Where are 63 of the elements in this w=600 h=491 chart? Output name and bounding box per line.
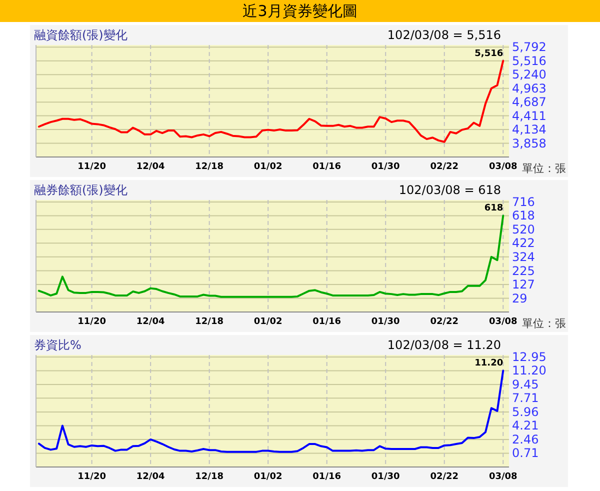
- text: 單位：張: [522, 317, 566, 330]
- x-tick-label: 02/22: [430, 472, 459, 482]
- y-tick-label: 5.96: [512, 404, 539, 419]
- y-tick-label: 4.21: [512, 418, 539, 433]
- x-tick-label: 02/22: [430, 162, 459, 172]
- x-tick-label: 02/22: [430, 317, 459, 327]
- y-tick-label: 5,516: [512, 54, 546, 68]
- y-tick-label: 9.45: [512, 377, 539, 392]
- y-tick-label: 716: [512, 194, 535, 209]
- x-tick-label: 01/16: [312, 317, 342, 327]
- x-tick-label: 01/16: [312, 472, 342, 482]
- y-tick-label: 5,792: [512, 40, 546, 54]
- y-tick-label: 4,963: [512, 81, 546, 96]
- x-tick-label: 03/08: [488, 317, 518, 327]
- x-tick-label: 11/20: [78, 162, 106, 172]
- y-tick-label: 7.71: [512, 391, 539, 406]
- x-tick-label: 12/04: [136, 317, 165, 327]
- line-series: [38, 214, 504, 298]
- y-tick-label: 0.71: [512, 446, 539, 460]
- y-tick-label: 520: [512, 222, 535, 236]
- y-tick-label: 618: [512, 208, 535, 223]
- x-tick-label: 01/02: [254, 317, 282, 327]
- line-series: [38, 370, 504, 453]
- y-tick-label: 12.95: [512, 350, 546, 364]
- y-tick-label: 5,240: [512, 68, 546, 82]
- x-tick-label: 03/08: [488, 162, 518, 172]
- y-tick-label: 4,411: [512, 108, 546, 123]
- x-tick-label: 12/04: [136, 472, 165, 482]
- x-tick-label: 12/18: [195, 317, 224, 327]
- x-tick-label: 01/30: [371, 472, 400, 482]
- annotation: 11.20: [474, 358, 504, 369]
- y-tick-label: 3,858: [512, 136, 546, 150]
- y-tick-label: 2.46: [512, 432, 539, 446]
- y-tick-label: 11.20: [512, 364, 546, 378]
- x-tick-label: 11/20: [78, 472, 106, 482]
- chart-subtitle: 102/03/08 = 618: [398, 183, 501, 197]
- x-tick-label: 12/18: [195, 162, 224, 172]
- line-series: [38, 60, 504, 143]
- x-tick-label: 01/02: [254, 162, 282, 172]
- text: 單位：張: [522, 162, 566, 175]
- annotation: 618: [484, 204, 504, 214]
- y-tick-label: 4,687: [512, 95, 546, 110]
- chart-title: 融券餘額(張)變化: [34, 183, 128, 197]
- x-tick-label: 03/08: [488, 472, 518, 482]
- y-tick-label: 422: [512, 236, 535, 250]
- chart-subtitle: 102/03/08 = 11.20: [387, 338, 501, 352]
- x-tick-label: 11/20: [78, 317, 106, 327]
- y-tick-label: 4,134: [512, 122, 546, 137]
- annotation: 5,516: [474, 48, 504, 59]
- chart-title: 融資餘額(張)變化: [34, 28, 128, 42]
- x-tick-label: 12/04: [136, 162, 165, 172]
- y-tick-label: 324: [512, 250, 535, 264]
- x-tick-label: 01/02: [254, 472, 282, 482]
- x-tick-label: 01/16: [312, 162, 342, 172]
- text: 近3月資券變化圖: [242, 2, 358, 20]
- x-tick-label: 12/18: [195, 472, 224, 482]
- chart-title: 券資比%: [34, 338, 82, 352]
- chart-subtitle: 102/03/08 = 5,516: [387, 28, 501, 42]
- x-tick-label: 01/30: [371, 317, 400, 327]
- y-tick-label: 127: [512, 278, 535, 292]
- y-tick-label: 225: [512, 264, 535, 278]
- y-tick-label: 29: [512, 291, 528, 306]
- x-tick-label: 01/30: [371, 162, 400, 172]
